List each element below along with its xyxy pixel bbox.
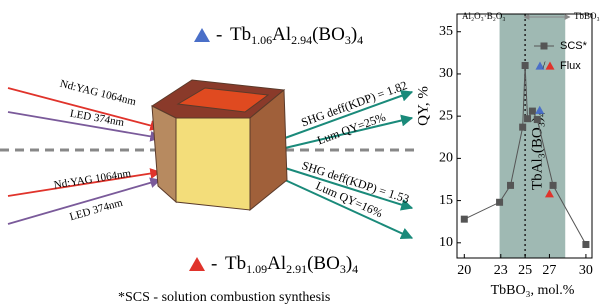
point — [461, 216, 468, 223]
annotation: TbBO₃ — [574, 11, 600, 21]
formula-part: (BO — [307, 253, 340, 274]
formula-part: Al — [267, 253, 286, 274]
point — [496, 199, 503, 206]
formula-part: Tb — [225, 253, 246, 274]
label: LED 374nm — [68, 197, 124, 224]
y-tick-label: 10 — [439, 235, 453, 250]
label: Nd:YAG 1064nm — [53, 167, 132, 191]
formula-part: 1.06 — [251, 33, 272, 47]
x-tick-label: 27 — [542, 263, 556, 278]
formula-part: 1.09 — [246, 262, 267, 276]
point — [529, 108, 536, 115]
formula-part: Al — [272, 24, 291, 45]
legend-label: SCS* — [560, 40, 588, 52]
formula-part: 2.94 — [291, 33, 312, 47]
dash: - — [216, 24, 222, 45]
dash: - — [211, 253, 217, 274]
legend-label: Flux — [560, 60, 581, 72]
footnote: *SCS - solution combustion synthesis — [118, 290, 330, 305]
y-tick-label: 30 — [439, 66, 453, 81]
x-axis-label: TbBO₃, mol.% — [491, 283, 575, 298]
x-tick-label: 20 — [457, 263, 471, 278]
point — [534, 116, 541, 123]
y-tick-label: 25 — [439, 108, 453, 123]
formula-part: (BO — [312, 24, 345, 45]
formula: Tb1.06Al2.94(BO3)4 — [230, 24, 363, 46]
legend-swatch — [541, 43, 548, 50]
x-tick-label: 25 — [518, 263, 532, 278]
point — [550, 182, 557, 189]
formula-part: 2.91 — [286, 262, 307, 276]
y-tick-label: 20 — [439, 151, 453, 166]
triangle-icon — [194, 28, 210, 42]
formula-part: 4 — [357, 33, 363, 47]
legend-sep: / — [543, 60, 546, 71]
annotation: Al₂O₃·B₂O₃ — [462, 11, 506, 21]
x-tick-label: 23 — [494, 263, 508, 278]
point — [524, 115, 531, 122]
formula-part: 4 — [352, 262, 358, 276]
point — [519, 124, 526, 131]
y-tick-label: 15 — [439, 193, 453, 208]
y-axis-label: QY, % — [415, 86, 431, 126]
triangle-icon — [189, 257, 205, 271]
crystal — [152, 80, 287, 210]
figure: - - Tb1.06Al2.94(BO3)4 Tb1.09Al2.91(BO3)… — [0, 0, 614, 308]
point — [522, 62, 529, 69]
phase-label: TbAl₃(BO₃)₄ — [530, 112, 546, 190]
formula: Tb1.09Al2.91(BO3)4 — [225, 253, 358, 275]
point — [507, 182, 514, 189]
formula-part: Tb — [230, 24, 251, 45]
point — [582, 241, 589, 248]
y-tick-label: 35 — [439, 24, 453, 39]
x-tick-label: 30 — [579, 263, 593, 278]
chart: 10 15 20 25 30 35 20 23 25 27 30 TbBO₃, mol.% QY, % A… — [415, 11, 599, 298]
